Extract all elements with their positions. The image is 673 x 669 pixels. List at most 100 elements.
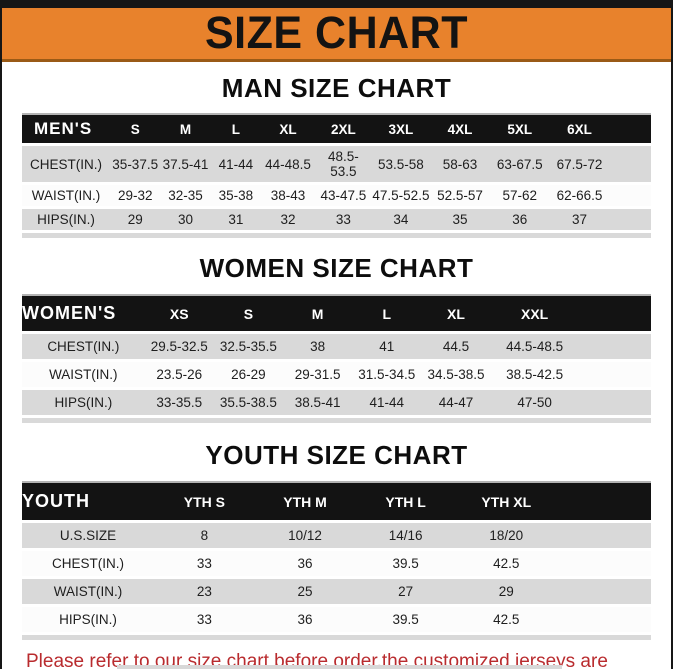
size-value-cell: 29-31.5 — [294, 367, 341, 382]
size-column-header: 6XL — [549, 113, 610, 145]
row-label: HIPS(IN.) — [54, 395, 113, 410]
size-value-cell: 29 — [498, 584, 514, 599]
spacer-cell — [579, 389, 651, 416]
size-value-cell: 27 — [398, 584, 414, 599]
spacer-cell — [578, 294, 651, 333]
size-value-cell: 67.5-72 — [556, 156, 603, 172]
table-row: CHEST(IN.) 33 36 39.5 42.5 — [22, 549, 651, 578]
size-column-header: XS — [144, 294, 214, 333]
table-row: HIPS(IN.) 33-35.5 35.5-38.5 38.5-41 41-44 44-… — [22, 388, 651, 416]
section-women: WOMEN SIZE CHART WOMEN'S XS S M L XL XXL CHEST(… — [2, 253, 671, 423]
size-value-cell: 41-44 — [218, 156, 254, 172]
size-column-header: YTH M — [254, 481, 356, 522]
size-value-cell: 31.5-34.5 — [358, 367, 416, 382]
size-column-header: XXL — [490, 294, 579, 333]
row-label: U.S.SIZE — [59, 528, 117, 543]
spacer-cell — [609, 208, 651, 231]
table-row: CHEST(IN.) 29.5-32.5 32.5-35.5 38 41 44.5 44.5… — [22, 332, 651, 361]
women-section-heading: WOMEN SIZE CHART — [199, 253, 474, 283]
size-value-cell: 41-44 — [369, 395, 405, 410]
spacer-cell — [579, 333, 651, 361]
size-value-cell: 37.5-41 — [162, 156, 209, 172]
size-value-cell: 36 — [297, 556, 313, 571]
women-table-bottom-strip — [22, 418, 651, 423]
size-value-cell: 10/12 — [288, 528, 322, 543]
spacer-cell — [556, 481, 651, 522]
page-title: SIZE CHART — [205, 7, 468, 59]
size-value-cell: 33-35.5 — [156, 395, 203, 410]
size-column-header: M — [160, 113, 211, 145]
size-value-cell: 34.5-38.5 — [427, 367, 485, 382]
size-column-header: L — [352, 294, 422, 333]
size-value-cell: 44.5-48.5 — [506, 339, 564, 354]
size-value-cell: 35-38 — [218, 188, 254, 203]
row-label: CHEST(IN.) — [30, 156, 103, 172]
size-column-header: 2XL — [315, 113, 372, 145]
size-value-cell: 29-32 — [117, 188, 153, 203]
size-value-cell: 39.5 — [392, 612, 419, 627]
spacer-cell — [557, 550, 651, 578]
size-column-header: YTH L — [355, 481, 456, 522]
size-value-cell: 34 — [393, 212, 409, 227]
size-value-cell: 48.5-53.5 — [327, 149, 359, 179]
footer-notice: Please refer to our size chart before or… — [26, 649, 671, 669]
size-value-cell: 63-67.5 — [496, 156, 543, 172]
section-men: MAN SIZE CHART MEN'S S M L XL 2XL 3XL 4XL 5XL 6XL… — [2, 73, 671, 238]
size-value-cell: 29.5-32.5 — [150, 339, 208, 354]
size-value-cell: 42.5 — [493, 556, 520, 571]
size-value-cell: 30 — [178, 212, 194, 227]
size-value-cell: 42.5 — [493, 612, 520, 627]
notice-line-1: Please refer to our size chart before or… — [26, 651, 608, 669]
size-value-cell: 23.5-26 — [156, 367, 203, 382]
size-value-cell: 36 — [512, 212, 528, 227]
table-row: CHEST(IN.) 35-37.5 37.5-41 41-44 44-48.5 48.5… — [22, 144, 651, 184]
youth-section-heading: YOUTH SIZE CHART — [205, 440, 468, 470]
size-column-header: YTH XL — [455, 481, 557, 522]
size-column-header: XL — [260, 113, 316, 145]
size-value-cell: 44-47 — [438, 395, 474, 410]
youth-size-table: YOUTH YTH S YTH M YTH L YTH XL U.S.SIZE 8 10/12… — [22, 481, 651, 632]
spacer-cell — [557, 522, 651, 550]
size-value-cell: 47.5-52.5 — [372, 188, 430, 203]
size-value-cell: 38.5-41 — [294, 395, 341, 410]
size-value-cell: 14/16 — [388, 528, 423, 543]
table-row: WAIST(IN.) 23 25 27 29 — [22, 577, 651, 606]
men-size-table: MEN'S S M L XL 2XL 3XL 4XL 5XL 6XL CHEST(IN.) 35-37… — [22, 113, 651, 230]
size-value-cell: 8 — [200, 528, 209, 543]
spacer-cell — [557, 606, 651, 633]
banner: SIZE CHART — [2, 8, 671, 62]
size-column-header: XL — [421, 294, 491, 333]
size-table-header-row: MEN'S S M L XL 2XL 3XL 4XL 5XL 6XL — [22, 113, 651, 145]
size-value-cell: 35-37.5 — [112, 156, 159, 172]
size-value-cell: 29 — [127, 212, 143, 227]
size-value-cell: 33 — [196, 556, 212, 571]
men-section-heading: MAN SIZE CHART — [221, 73, 452, 103]
size-value-cell: 47-50 — [517, 395, 552, 410]
size-value-cell: 18/20 — [489, 528, 524, 543]
spacer-cell — [609, 145, 651, 184]
table-row: HIPS(IN.) 29 30 31 32 33 34 35 36 37 — [22, 207, 651, 231]
size-value-cell: 32.5-35.5 — [219, 339, 277, 354]
women-size-table: WOMEN'S XS S M L XL XXL CHEST(IN.) 29.5-32.5 32.5… — [22, 294, 651, 415]
row-label: HIPS(IN.) — [59, 612, 117, 627]
table-row: U.S.SIZE 8 10/12 14/16 18/20 — [22, 521, 651, 550]
size-value-cell: 33 — [196, 612, 212, 627]
row-label: WAIST(IN.) — [53, 584, 123, 599]
size-table-header-row: WOMEN'S XS S M L XL XXL — [22, 294, 651, 333]
size-value-cell: 44-48.5 — [265, 156, 311, 172]
row-label: WAIST(IN.) — [49, 367, 118, 382]
size-value-cell: 57-62 — [502, 188, 538, 203]
size-value-cell: 23 — [196, 584, 212, 599]
table-row: WAIST(IN.) 29-32 32-35 35-38 38-43 43-47.5 47.… — [22, 183, 651, 208]
size-value-cell: 39.5 — [392, 556, 419, 571]
top-black-strip — [2, 0, 671, 8]
size-column-header: S — [110, 113, 161, 145]
size-value-cell: 25 — [297, 584, 313, 599]
row-label: CHEST(IN.) — [47, 339, 120, 354]
size-value-cell: 43-47.5 — [320, 188, 367, 203]
size-value-cell: 32 — [280, 212, 296, 227]
size-column-header: YTH S — [154, 481, 255, 522]
spacer-cell — [579, 361, 651, 389]
size-value-cell: 35 — [452, 212, 468, 227]
